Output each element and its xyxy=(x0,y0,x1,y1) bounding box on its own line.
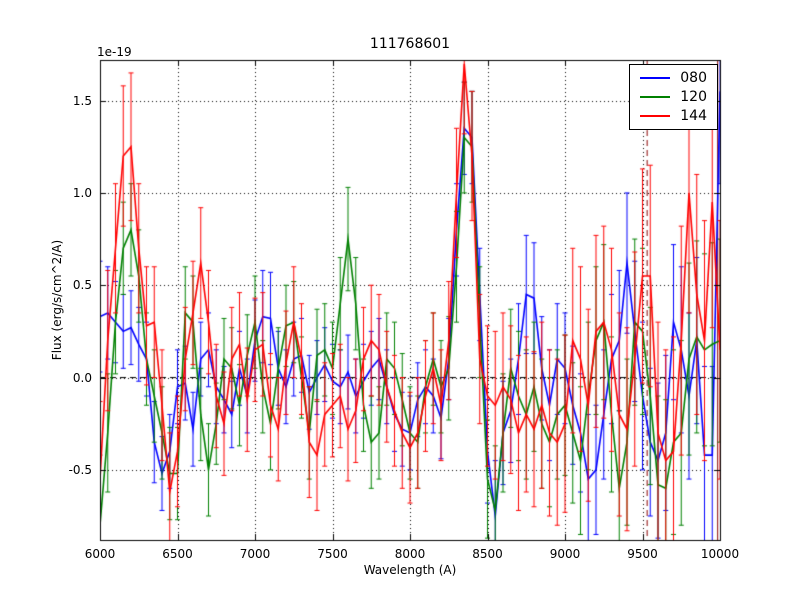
legend-label-144: 144 xyxy=(680,108,707,124)
x-tick-label: 10000 xyxy=(700,547,740,561)
legend-entry-120: 120 xyxy=(640,89,707,105)
legend-label-120: 120 xyxy=(680,89,707,105)
legend-line-swatch-080 xyxy=(640,77,671,79)
y-tick-label: 1.5 xyxy=(72,93,92,108)
legend-line-swatch-120 xyxy=(640,96,671,98)
legend-line-swatch-144 xyxy=(640,115,671,117)
legend-entry-080: 080 xyxy=(640,70,707,86)
x-tick-label: 8500 xyxy=(472,547,503,561)
x-tick-label: 7500 xyxy=(317,547,348,561)
x-axis-label: Wavelength (A) xyxy=(363,563,457,577)
x-tick-label: 6000 xyxy=(84,547,116,561)
plot-title: 111768601 xyxy=(369,36,451,52)
y-tick-label: -0.5 xyxy=(68,462,92,477)
legend-label-080: 080 xyxy=(680,70,707,86)
x-tick-label: 9500 xyxy=(627,547,658,561)
x-tick-label: 8000 xyxy=(394,547,426,561)
legend-box: 080 120 144 xyxy=(629,64,718,130)
y-tick-label: 1.0 xyxy=(72,185,92,200)
y-tick-label: 0.5 xyxy=(72,278,92,293)
y-axis-offset-text: 1e-19 xyxy=(97,45,132,59)
x-tick-label: 9000 xyxy=(549,547,581,561)
legend-entry-144: 144 xyxy=(640,108,707,124)
x-tick-label: 6500 xyxy=(162,547,193,561)
y-axis-label: Flux (erg/s/cm^2/A) xyxy=(50,239,64,361)
x-tick-label: 7000 xyxy=(239,547,271,561)
y-tick-label: 0.0 xyxy=(72,370,92,385)
